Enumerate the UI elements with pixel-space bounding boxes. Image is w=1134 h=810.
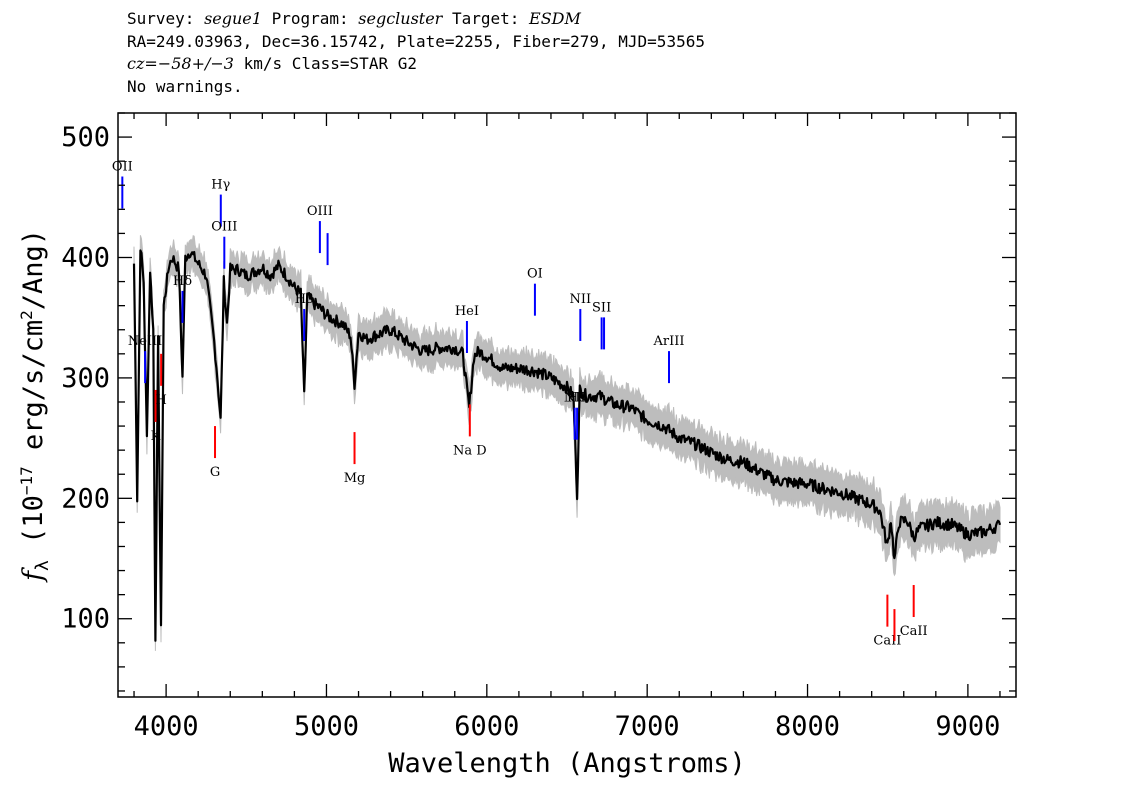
line-marker-label: NeIII <box>128 334 162 349</box>
spectrum-line-layer <box>132 249 1002 642</box>
survey-label: Survey: <box>127 9 205 28</box>
axes-layer: 4000 5000 6000 7000 8000 9000 100 200 300 400 500 <box>61 112 1016 742</box>
line-marker-label: Hδ <box>173 274 192 289</box>
header-line-warnings: No warnings. <box>127 76 243 96</box>
line-marker-label: ArIII <box>652 334 684 349</box>
x-tick-label: 5000 <box>294 711 359 742</box>
cz-unit-class: km/s Class=STAR G2 <box>233 54 417 73</box>
y-tick-label: 500 <box>61 122 110 153</box>
line-marker-label: G <box>210 465 220 480</box>
cz-label: cz <box>127 54 145 73</box>
line-marker-label: HeI <box>455 304 479 319</box>
plot-frame <box>117 112 1017 698</box>
x-axis-label: Wavelength (Angstroms) <box>388 748 746 779</box>
line-marker-label: K <box>151 429 161 444</box>
line-marker-label: Hβ <box>295 292 314 307</box>
line-marker-label: Mg <box>344 471 366 486</box>
program-value: segcluster <box>358 9 443 28</box>
target-value: ESDM <box>529 9 581 28</box>
line-marker-layer: HδHγOIIINeIIIOIIHβOIIIHeIOINIIHαNIISIIAr… <box>112 160 928 649</box>
y-tick-label: 100 <box>61 604 110 635</box>
error-band <box>133 234 1001 651</box>
y-label-exp2: 2 <box>17 310 36 320</box>
spectrum-series-line <box>132 249 1002 642</box>
line-marker-label: OIII <box>211 220 237 235</box>
y-label-mid: erg/s/cm <box>18 320 49 466</box>
target-label: Target: <box>442 9 530 28</box>
line-marker-label: CaII <box>900 624 928 639</box>
program-label: Program: <box>261 9 359 28</box>
y-axis-label: fλ (10−17 erg/s/cm2/Ang) <box>17 229 53 583</box>
y-label-exp: −17 <box>17 466 36 495</box>
survey-value: segue1 <box>204 9 262 28</box>
line-marker-label: Hγ <box>211 178 230 193</box>
y-tick-label: 400 <box>61 242 110 273</box>
spectrum-header: Survey: segue1 Program: segcluster Targe… <box>127 8 705 98</box>
y-label-f: f <box>18 567 49 583</box>
line-marker-label: OIII <box>307 204 333 219</box>
error-band-layer <box>133 234 1001 651</box>
y-tick-label: 200 <box>61 483 110 514</box>
header-line-redshift: cz=−58+/−3 km/s Class=STAR G2 <box>127 53 705 76</box>
y-label-lambda: λ <box>32 560 53 571</box>
line-marker-label: OI <box>527 267 543 282</box>
y-label-main: (10 <box>18 495 49 560</box>
x-tick-label: 9000 <box>935 711 1000 742</box>
cz-value: =−58+/−3 <box>144 54 234 73</box>
x-tick-label: 4000 <box>134 711 199 742</box>
y-tick-label: 300 <box>61 363 110 394</box>
line-marker-label: Na D <box>453 443 487 458</box>
header-line-survey: Survey: segue1 Program: segcluster Targe… <box>127 8 705 31</box>
line-marker-label: H <box>155 393 166 408</box>
line-marker-label: CaII <box>873 634 901 649</box>
x-tick-label: 8000 <box>775 711 840 742</box>
x-tick-label: 6000 <box>454 711 519 742</box>
header-line-coordinates: RA=249.03963, Dec=36.15742, Plate=2255, … <box>127 31 705 51</box>
line-marker-label: SII <box>592 300 611 315</box>
line-marker-label: NII <box>569 292 591 307</box>
line-marker-label: Hα <box>567 391 587 406</box>
line-marker-label: OII <box>112 160 133 175</box>
x-tick-label: 7000 <box>615 711 680 742</box>
y-label-end: /Ang) <box>18 229 49 310</box>
line-marker-label: NII <box>564 391 586 406</box>
